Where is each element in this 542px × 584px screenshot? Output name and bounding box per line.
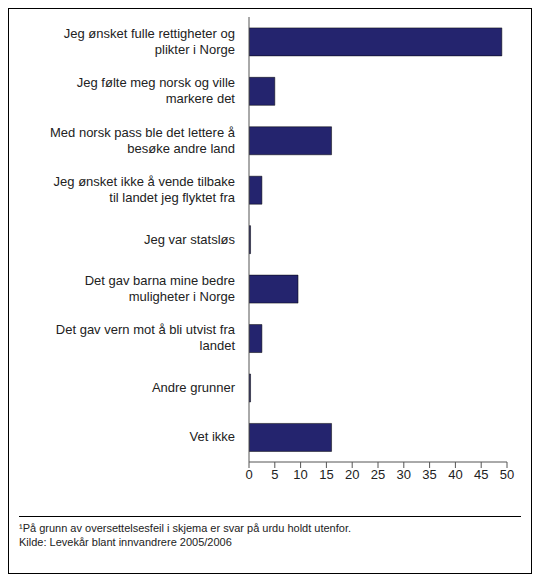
svg-text:15: 15	[319, 467, 333, 482]
svg-text:0: 0	[245, 467, 252, 482]
svg-text:Jeg ønsket fulle rettigheter o: Jeg ønsket fulle rettigheter ogplikter i…	[64, 26, 235, 57]
svg-text:30: 30	[397, 467, 411, 482]
svg-text:50: 50	[500, 467, 514, 482]
svg-text:Jeg var statsløs: Jeg var statsløs	[144, 232, 236, 247]
svg-text:Med norsk pass ble det lettere: Med norsk pass ble det lettere åbesøke a…	[50, 125, 236, 156]
svg-text:Vet ikke: Vet ikke	[189, 429, 235, 444]
svg-text:40: 40	[448, 467, 462, 482]
svg-text:20: 20	[345, 467, 359, 482]
svg-text:Jeg ønsket ikke å vende tilbak: Jeg ønsket ikke å vende tilbaketil lande…	[54, 174, 236, 205]
html-text:Kilde: Levekår blant innvandre: Kilde: Levekår blant innvandrere 2005/20…	[19, 536, 232, 548]
svg-text:45: 45	[474, 467, 488, 482]
svg-text:25: 25	[371, 467, 385, 482]
html-text:¹På grunn av oversettelsesfeil: ¹På grunn av oversettelsesfeil i skjema …	[19, 522, 351, 534]
svg-text:Jeg følte meg norsk og villema: Jeg følte meg norsk og villemarkere det	[77, 75, 236, 106]
svg-text:10: 10	[293, 467, 307, 482]
svg-text:Andre grunner: Andre grunner	[152, 380, 236, 395]
svg-text:Det gav vern mot å bli utvist: Det gav vern mot å bli utvist fralandet	[56, 322, 236, 353]
svg-text:5: 5	[271, 467, 278, 482]
svg-text:Det gav barna mine bedremuligh: Det gav barna mine bedremuligheter i Nor…	[85, 273, 235, 304]
svg-text:35: 35	[422, 467, 436, 482]
